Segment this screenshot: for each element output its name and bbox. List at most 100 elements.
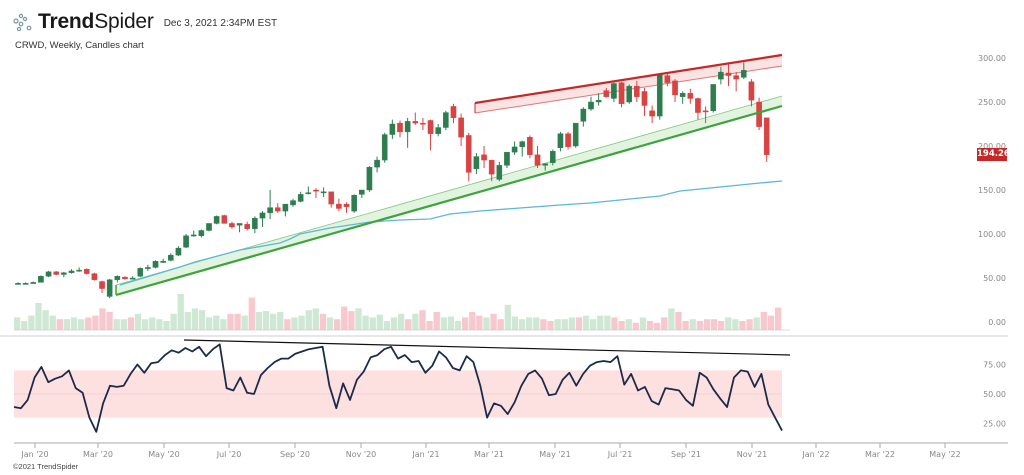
volume-bar [255, 312, 263, 330]
volume-bar [433, 312, 440, 330]
candle-down [634, 85, 640, 97]
candle-down [229, 223, 235, 228]
volume-bar [547, 321, 554, 330]
moving-average-line [119, 180, 783, 286]
volume-bar [618, 321, 625, 330]
candle-up [435, 127, 442, 134]
support-line [115, 104, 783, 297]
chart-subtitle: CRWD, Weekly, Candles chart [15, 40, 144, 51]
candle-down [488, 159, 495, 175]
candle-up [175, 247, 182, 256]
candle-down [565, 133, 571, 148]
volume-bar [689, 319, 696, 330]
candle-down [274, 207, 281, 212]
price-axis-label: 50.00 [983, 274, 1006, 283]
volume-bar [326, 317, 334, 330]
volume-bar [625, 319, 632, 330]
volume-bar [739, 321, 746, 330]
candle-up [572, 122, 579, 147]
volume-bar [398, 313, 405, 330]
x-axis-label: Mar '20 [83, 450, 113, 459]
volume-bar [490, 313, 497, 330]
candle-down [91, 273, 98, 280]
volume-bar [483, 317, 490, 330]
oscillator-line [13, 343, 783, 433]
candle-down [702, 110, 709, 113]
candle-up [68, 270, 75, 273]
candle-up [22, 283, 29, 285]
volume-bar [604, 315, 611, 330]
candle-up [38, 276, 44, 283]
x-axis-label: May '22 [929, 450, 960, 459]
volume-bar [511, 316, 519, 330]
volume-bar [284, 319, 291, 330]
header: TrendSpider Dec 3, 2021 2:34PM EST [12, 10, 277, 34]
volume-bar [504, 304, 511, 330]
volume-bar [227, 313, 234, 330]
candle-up [404, 121, 411, 133]
volume-bar [28, 315, 35, 330]
volume-bar [234, 313, 241, 330]
volume-bar [469, 312, 476, 330]
volume-bar [70, 317, 78, 330]
candle-up [511, 146, 518, 153]
candle-down [465, 135, 472, 173]
candle-up [15, 283, 21, 285]
x-axis-label: Jan '22 [801, 450, 829, 459]
resistance-channel [475, 55, 782, 113]
candle-up [473, 156, 480, 170]
candle-up [137, 268, 144, 277]
volume-bar [533, 317, 540, 330]
volume-bar [49, 315, 56, 330]
volume-bar [298, 315, 305, 330]
candle-up [542, 163, 548, 166]
candle-up [588, 101, 594, 110]
volume-bar [654, 322, 661, 330]
volume-bar [597, 315, 604, 330]
candle-up [679, 92, 686, 97]
volume-bar [92, 315, 99, 330]
volume-bar [767, 315, 775, 330]
volume-bar [341, 306, 348, 330]
volume-bar [746, 319, 753, 330]
candle-down [420, 122, 426, 125]
candle-up [496, 165, 503, 180]
volume-bar [305, 310, 312, 330]
volume-bar [540, 319, 547, 330]
x-axis-label: Nov '20 [346, 450, 377, 459]
volume-bar [476, 315, 483, 330]
volume-bar [63, 319, 71, 330]
volume-bar [526, 317, 533, 330]
candle-up [152, 261, 159, 268]
volume-bar [405, 319, 412, 330]
volume-bar [334, 319, 341, 330]
candle-down [328, 191, 335, 205]
candle-down [725, 72, 732, 76]
support-channel [116, 96, 782, 295]
candle-down [756, 101, 762, 127]
volume-bar [177, 294, 184, 330]
volume-bar [440, 317, 447, 330]
volume-bar [639, 317, 647, 330]
volume-bar [611, 317, 618, 330]
trendspider-logo-icon [13, 13, 32, 32]
volume-bar [319, 313, 327, 330]
price-axis-label: 0.00 [988, 318, 1006, 327]
candle-up [297, 194, 304, 202]
candle-up [30, 282, 37, 284]
candle-down [603, 90, 610, 97]
volume-bar [376, 314, 383, 330]
oscillator-axis-label: 50.00 [983, 390, 1006, 399]
x-axis-label: Sep '20 [280, 450, 310, 459]
candle-down [397, 122, 403, 133]
candle-down [618, 82, 625, 104]
volume-bar [703, 319, 711, 330]
candle-down [481, 154, 487, 161]
candle-up [519, 141, 526, 148]
candle-up [145, 267, 151, 269]
x-axis-label: Jul '21 [607, 450, 633, 459]
candle-up [351, 195, 357, 212]
candle-down [343, 203, 350, 207]
candle-up [160, 261, 166, 263]
